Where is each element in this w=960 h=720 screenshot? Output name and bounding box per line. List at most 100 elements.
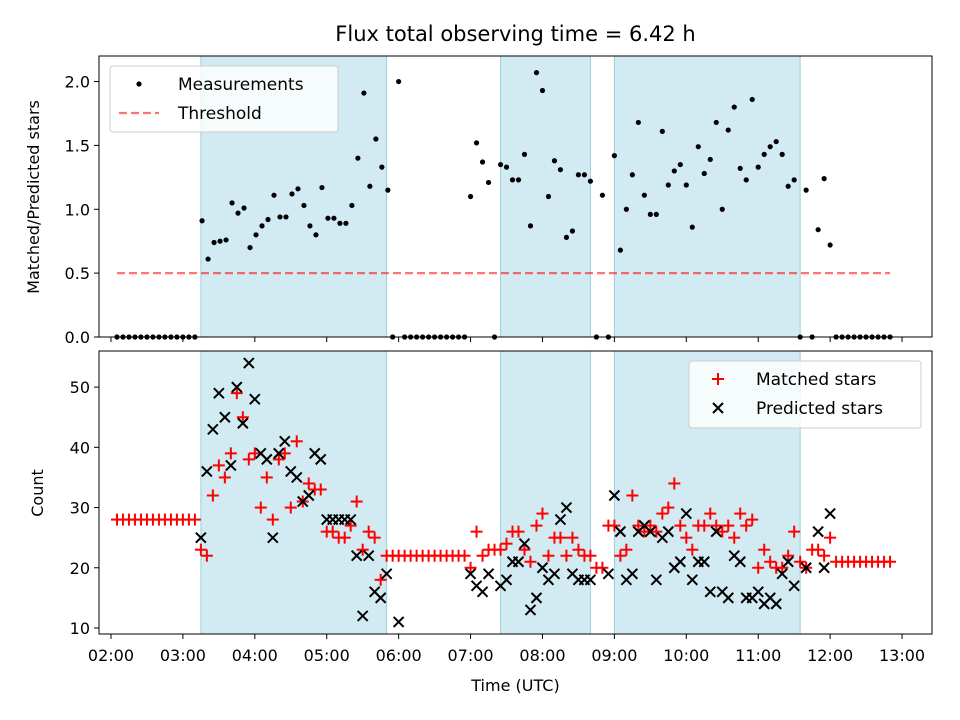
measurement-point (821, 176, 827, 182)
measurement-point (749, 96, 755, 103)
measurement-point (235, 210, 241, 216)
matched-star-point (614, 549, 627, 562)
matched-star-point (716, 525, 729, 538)
matched-star-point (728, 531, 741, 544)
predicted-star-point (524, 604, 537, 616)
bottom-shaded-intervals (200, 350, 801, 635)
predicted-star-point (392, 616, 405, 628)
measurement-point (295, 186, 301, 192)
predicted-star-point (770, 598, 782, 610)
matched-star-point (752, 561, 765, 574)
predicted-star-point (704, 586, 716, 598)
predicted-star-point (608, 489, 621, 502)
matched-star-point (266, 513, 279, 526)
predicted-star-point (644, 525, 657, 538)
measurement-point (545, 193, 552, 200)
measurement-point (527, 223, 534, 229)
x-tick-label: 11:00 (735, 646, 781, 665)
measurement-point (719, 206, 725, 212)
matched-star-point (458, 549, 471, 562)
measurement-point (521, 151, 528, 157)
measurement-point (581, 172, 588, 178)
measurement-point (473, 140, 480, 146)
predicted-star-point (464, 568, 477, 580)
matched-star-point (722, 519, 735, 532)
legend-matched-marker (712, 373, 724, 385)
bottom-shaded-interval-2 (500, 350, 591, 635)
predicted-star-point (782, 556, 794, 568)
predicted-star-point (207, 423, 219, 435)
matched-star-point (710, 519, 723, 532)
matched-star-point (632, 519, 645, 532)
matched-star-point (368, 531, 381, 544)
x-tick-label: 05:00 (304, 646, 350, 665)
bottom-y-tick-label: 50 (70, 378, 90, 397)
x-tick-label: 12:00 (807, 646, 853, 665)
matched-star-point (212, 459, 225, 472)
measurement-point (349, 202, 355, 209)
predicted-star-point (812, 525, 824, 538)
matched-star-point (206, 489, 219, 502)
matched-star-point (764, 555, 777, 568)
bottom-panel: 10 20 30 40 50 02:00 03:00 04:00 05:00 06:00 07:0… (28, 350, 933, 695)
measurement-point (611, 153, 617, 159)
measurement-point (695, 144, 701, 150)
measurement-point (379, 164, 385, 170)
top-y-tick-label: 0.0 (65, 328, 90, 347)
predicted-star-point (374, 592, 387, 604)
measurement-point (599, 192, 605, 198)
measurement-point (367, 183, 373, 189)
measurement-point (319, 184, 325, 191)
measurement-point (779, 151, 785, 157)
measurement-point (617, 247, 623, 253)
predicted-star-point (614, 525, 627, 538)
matched-star-point (662, 501, 675, 514)
legend-predicted-label: Predicted stars (756, 399, 883, 419)
predicted-star-point (560, 501, 573, 514)
matched-star-point (698, 519, 711, 532)
measurement-point (283, 214, 289, 220)
measurement-point (701, 170, 707, 177)
predicted-star-point (626, 568, 639, 580)
matched-star-point (782, 549, 795, 562)
matched-stars-layer (110, 387, 897, 586)
measurement-point (731, 104, 737, 110)
measurement-point (497, 161, 504, 168)
predicted-star-point (344, 513, 357, 526)
matched-star-point (542, 549, 555, 562)
matched-star-point (518, 543, 531, 556)
bottom-axes-frame (98, 350, 933, 635)
measurement-point (277, 214, 283, 220)
measurement-point (373, 136, 379, 142)
matched-star-point (290, 435, 303, 448)
bottom-y-tick-label: 10 (70, 619, 90, 638)
predicted-star-point (584, 574, 597, 586)
matched-star-point (884, 555, 897, 568)
x-tick-label: 08:00 (519, 646, 565, 665)
measurements-layer (114, 70, 893, 340)
matched-star-point (524, 555, 537, 568)
matched-star-point (704, 507, 717, 520)
top-legend: Measurements Threshold (109, 65, 339, 133)
matched-star-point (494, 543, 507, 556)
measurement-point (343, 220, 349, 226)
measurement-point (677, 161, 683, 168)
measurement-point (755, 164, 761, 170)
measurement-point (827, 242, 833, 248)
measurement-point (355, 155, 361, 161)
measurement-point (653, 211, 659, 217)
measurement-point (307, 223, 313, 229)
measurement-point (557, 167, 564, 173)
measurement-point (689, 224, 695, 230)
predicted-star-point (213, 387, 225, 399)
matched-star-point (608, 519, 621, 532)
measurement-point (635, 119, 641, 126)
matched-star-point (812, 543, 825, 556)
predicted-star-point (291, 471, 303, 484)
bottom-legend: Matched stars Predicted stars (688, 360, 922, 429)
matched-star-point (224, 447, 237, 460)
matched-star-point (362, 525, 375, 538)
measurement-point (211, 239, 217, 246)
matched-star-point (464, 561, 477, 574)
top-y-tick-label: 1.5 (65, 136, 90, 155)
